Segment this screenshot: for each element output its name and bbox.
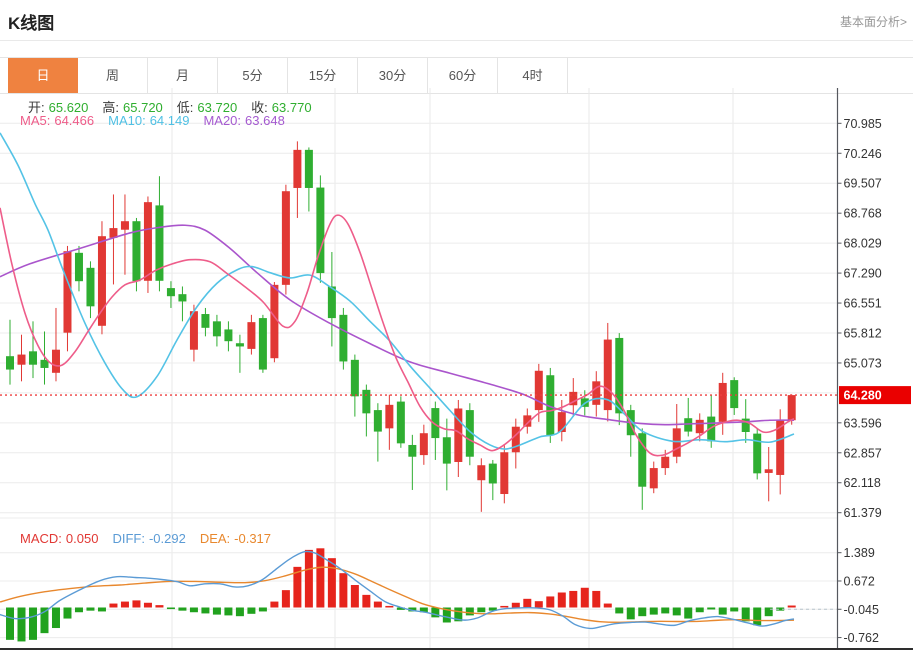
- header: K线图 基本面分析>: [0, 0, 913, 40]
- tab-period-1[interactable]: 周: [78, 58, 148, 93]
- axis-tick-label: 70.985: [844, 117, 882, 131]
- legend-value: 64.149: [149, 113, 190, 128]
- period-tabbar: 日周月 5分 15分 30分 60分 4时: [0, 57, 913, 94]
- tab-period-5[interactable]: 30分: [358, 58, 428, 93]
- axis-tick-label: 70.246: [844, 147, 882, 161]
- axis-tick-label: 62.857: [844, 446, 882, 460]
- axis-tick-label: -0.045: [844, 603, 879, 617]
- axis-tick-label: 63.596: [844, 416, 882, 430]
- legend-value: 65.720: [123, 100, 163, 115]
- current-price-badge: 64.280: [844, 389, 882, 403]
- tab-period-7[interactable]: 4时: [498, 58, 568, 93]
- legend-label: 低:: [176, 100, 194, 115]
- axis-tick-label: 62.118: [844, 476, 881, 490]
- header-divider: [0, 40, 913, 41]
- legend-label: 收:: [251, 100, 268, 115]
- axis-tick-label: 68.768: [844, 207, 882, 221]
- legend-label: 高:: [102, 100, 120, 115]
- legend-value: 63.648: [245, 113, 285, 128]
- kline-chart-canvas[interactable]: 70.985 70.246 69.507 68.768 68.029 67.290 66.5…: [0, 88, 913, 654]
- ma-legend: MA5: 64.466 MA10: 64.149 MA20: 63.648: [20, 113, 299, 128]
- tab-period-0[interactable]: 日: [8, 58, 78, 93]
- page-title: K线图: [8, 14, 55, 33]
- tab-period-2[interactable]: 月: [148, 58, 218, 93]
- ohlc-legend: 开: 65.620 高: 65.720 低: 63.720 收: 63.770: [28, 97, 326, 116]
- axis-tick-label: 68.029: [844, 237, 882, 251]
- legend-value: -0.317: [234, 531, 272, 546]
- legend-label: MACD:: [20, 531, 62, 546]
- axis-tick-label: 67.290: [844, 267, 882, 281]
- tab-period-3[interactable]: 5分: [218, 58, 288, 93]
- legend-label: 开:: [28, 100, 45, 115]
- axis-tick-label: 61.379: [844, 506, 882, 520]
- legend-value: 63.770: [271, 100, 312, 115]
- axis-tick-label: 0.672: [844, 574, 875, 588]
- legend-value: -0.292: [148, 531, 186, 546]
- legend-label: MA20:: [203, 113, 242, 128]
- axis-tick-label: 66.551: [844, 297, 882, 311]
- fundamental-analysis-link[interactable]: 基本面分析>: [839, 15, 907, 29]
- tab-period-6[interactable]: 60分: [428, 58, 498, 93]
- axis-tick-label: -0.762: [844, 631, 879, 645]
- axis-tick-label: 65.812: [844, 327, 882, 341]
- axis-tick-label: 69.507: [844, 177, 882, 191]
- legend-value: 0.050: [65, 531, 99, 546]
- axis-tick-label: 1.389: [844, 546, 875, 560]
- legend-label: MA5:: [20, 113, 51, 128]
- legend-label: DEA:: [199, 531, 231, 546]
- legend-value: 65.620: [48, 100, 89, 115]
- tab-period-4[interactable]: 15分: [288, 58, 358, 93]
- macd-legend: MACD: 0.050 DIFF: -0.292 DEA: -0.317: [20, 531, 285, 546]
- legend-label: MA10:: [108, 113, 146, 128]
- legend-value: 63.720: [197, 100, 238, 115]
- axis-tick-label: 65.073: [844, 356, 882, 370]
- legend-value: 64.466: [54, 113, 95, 128]
- legend-label: DIFF:: [112, 531, 145, 546]
